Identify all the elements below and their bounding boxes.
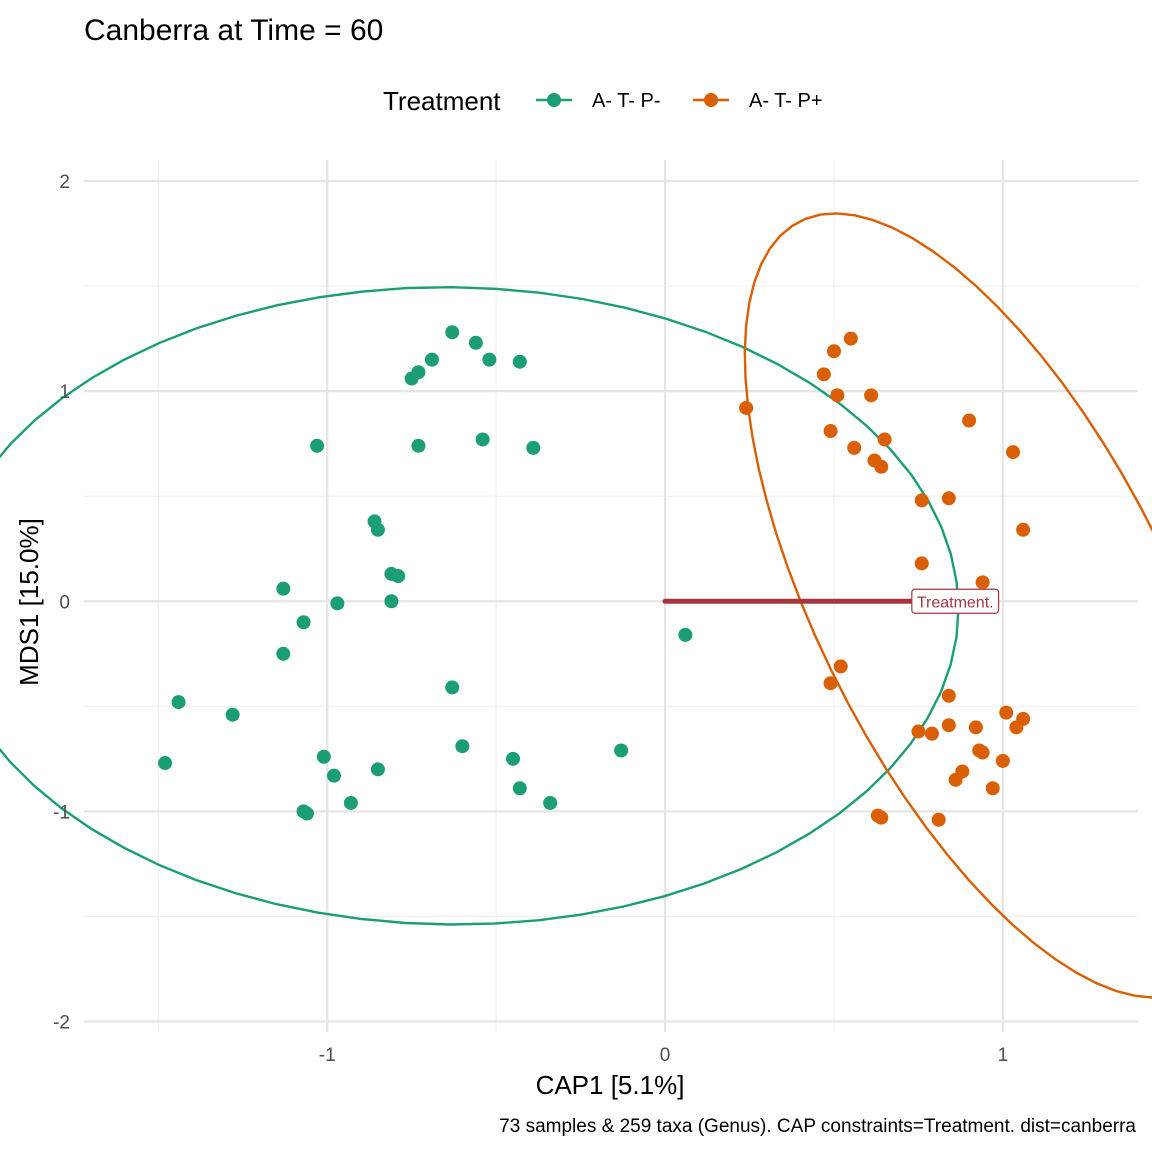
point-series-2 bbox=[962, 413, 977, 428]
axis-ticks: -1 0 1 -2 -1 0 1 2 bbox=[53, 172, 1008, 1066]
point-series-1 bbox=[526, 440, 541, 455]
point-series-1 bbox=[482, 352, 497, 367]
point-series-1 bbox=[276, 646, 291, 661]
point-series-2 bbox=[833, 659, 848, 674]
x-tick-label: 0 bbox=[660, 1045, 671, 1066]
point-series-1 bbox=[158, 756, 173, 771]
point-series-1 bbox=[455, 739, 470, 754]
x-tick-label: -1 bbox=[319, 1045, 336, 1066]
point-series-1 bbox=[512, 354, 527, 369]
point-series-2 bbox=[877, 432, 892, 447]
legend-key-point bbox=[704, 93, 718, 107]
point-series-2 bbox=[941, 688, 956, 703]
point-series-2 bbox=[826, 344, 841, 359]
point-series-1 bbox=[326, 768, 341, 783]
point-series-1 bbox=[171, 695, 186, 710]
chart-title: Canberra at Time = 60 bbox=[84, 14, 383, 47]
point-series-1 bbox=[225, 707, 240, 722]
arrow-label: Treatment. bbox=[917, 594, 994, 611]
point-series-2 bbox=[823, 424, 838, 439]
point-series-2 bbox=[948, 772, 963, 787]
plot-grid bbox=[84, 160, 1138, 1032]
point-series-2 bbox=[985, 781, 1000, 796]
y-tick-label: -1 bbox=[53, 802, 70, 823]
point-series-2 bbox=[941, 491, 956, 506]
point-series-2 bbox=[843, 331, 858, 346]
point-series-1 bbox=[411, 438, 426, 453]
y-tick-label: 0 bbox=[59, 592, 70, 613]
point-series-2 bbox=[931, 812, 946, 827]
point-series-1 bbox=[678, 627, 693, 642]
legend-label: A- T- P+ bbox=[749, 90, 823, 112]
point-series-1 bbox=[512, 781, 527, 796]
point-series-2 bbox=[924, 726, 939, 741]
point-series-1 bbox=[370, 762, 385, 777]
point-series-1 bbox=[404, 371, 419, 386]
point-series-1 bbox=[543, 795, 558, 810]
legend-key-point bbox=[547, 93, 561, 107]
point-series-2 bbox=[975, 745, 990, 760]
point-series-1 bbox=[445, 680, 460, 695]
point-series-2 bbox=[864, 388, 879, 403]
point-series-2 bbox=[1009, 720, 1024, 735]
point-series-1 bbox=[424, 352, 439, 367]
point-series-1 bbox=[445, 325, 460, 340]
point-series-1 bbox=[391, 569, 406, 584]
point-series-2 bbox=[914, 493, 929, 508]
point-series-1 bbox=[384, 594, 399, 609]
legend-label: A- T- P- bbox=[592, 90, 661, 112]
point-series-2 bbox=[874, 459, 889, 474]
point-series-1 bbox=[316, 749, 331, 764]
point-series-2 bbox=[999, 705, 1014, 720]
point-series-1 bbox=[276, 581, 291, 596]
point-series-2 bbox=[874, 810, 889, 825]
point-series-1 bbox=[468, 335, 483, 350]
point-series-2 bbox=[1006, 445, 1021, 460]
point-series-1 bbox=[299, 806, 314, 821]
point-series-2 bbox=[847, 440, 862, 455]
point-series-2 bbox=[968, 720, 983, 735]
point-series-1 bbox=[296, 615, 311, 630]
data-points bbox=[158, 325, 1031, 827]
point-series-1 bbox=[614, 743, 629, 758]
point-series-2 bbox=[941, 718, 956, 733]
y-tick-label: 1 bbox=[59, 382, 70, 403]
x-axis-title: CAP1 [5.1%] bbox=[536, 1070, 685, 1100]
chart-caption: 73 samples & 259 taxa (Genus). CAP const… bbox=[499, 1116, 1136, 1137]
arrow-label-box bbox=[911, 588, 1000, 614]
point-series-1 bbox=[506, 751, 521, 766]
y-tick-label: 2 bbox=[59, 172, 70, 193]
confidence-ellipses bbox=[0, 212, 1152, 999]
point-series-1 bbox=[370, 522, 385, 537]
point-series-2 bbox=[995, 753, 1010, 768]
point-series-1 bbox=[330, 596, 345, 611]
legend: Treatment A- T- P- A- T- P+ bbox=[383, 86, 823, 116]
y-axis-title: MDS1 [15.0%] bbox=[14, 518, 44, 686]
y-tick-label: -2 bbox=[53, 1012, 70, 1033]
point-series-2 bbox=[1016, 522, 1031, 537]
point-series-2 bbox=[823, 676, 838, 691]
point-series-2 bbox=[911, 724, 926, 739]
ellipse-series-2 bbox=[743, 212, 1152, 999]
x-tick-label: 1 bbox=[998, 1045, 1009, 1066]
ellipse-series-1 bbox=[0, 285, 960, 926]
point-series-1 bbox=[475, 432, 490, 447]
point-series-2 bbox=[816, 367, 831, 382]
point-series-2 bbox=[830, 388, 845, 403]
point-series-2 bbox=[914, 556, 929, 571]
constraint-arrow: Treatment. bbox=[662, 588, 1000, 614]
point-series-1 bbox=[310, 438, 325, 453]
legend-title: Treatment bbox=[383, 86, 501, 116]
point-series-2 bbox=[975, 575, 990, 590]
point-series-1 bbox=[343, 795, 358, 810]
point-series-2 bbox=[739, 400, 754, 415]
